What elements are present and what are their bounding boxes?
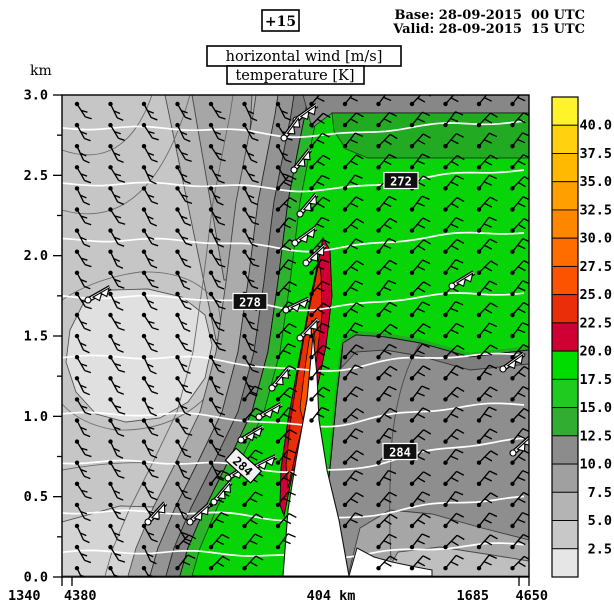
forecast-offset-badge: +15 [261, 9, 300, 32]
colorbar-tick-label: 27.5 [579, 259, 612, 275]
colorbar-tick-label: 25.0 [579, 287, 612, 303]
x-axis-label: 404 km [307, 588, 356, 604]
colorbar-cell [551, 237, 579, 267]
colorbar-tick-label: 20.0 [579, 344, 612, 360]
chart-subtitle-box: temperature [K] [226, 65, 365, 85]
isotherm-label: 272 [383, 171, 419, 190]
isotherm-line [62, 402, 525, 428]
chart-title: horizontal wind [m/s] [226, 49, 383, 65]
y-tick-label: 0.5 [24, 489, 48, 505]
chart-subtitle: temperature [K] [235, 68, 354, 84]
colorbar-cell [551, 153, 579, 183]
x-axis-label: 1340 [8, 588, 41, 604]
colorbar: 40.0 37.5 35.0 32.5 30.0 27.5 25.0 22.5 20.0 17.5… [551, 96, 612, 578]
region-light-blob [65, 288, 213, 423]
x-axis-label: 4650 [515, 588, 548, 604]
isotherm-label-box [383, 171, 419, 190]
y-axis-unit: km [30, 63, 52, 79]
y-tick-label: 3.0 [24, 88, 48, 104]
axes-ticks [53, 94, 530, 586]
valid-time: Valid: 28-09-2015 15 UTC [392, 22, 585, 37]
isotherm-label-text: 284 [389, 446, 411, 460]
y-axis-labels: 3.0 2.5 2.0 1.5 1.0 0.5 0.0 [24, 88, 48, 586]
region-gray-band [179, 95, 321, 577]
isotherm-label-box [232, 292, 268, 311]
contour-line [62, 95, 191, 215]
contour-line [389, 342, 421, 561]
colorbar-tick-label: 22.5 [579, 315, 612, 331]
colorbar-tick-label: 10.0 [579, 457, 612, 473]
isotherm-label-box [224, 447, 263, 484]
contour-line [62, 95, 153, 156]
colorbar-tick-label: 30.0 [579, 231, 612, 247]
colorbar-cell [551, 322, 579, 352]
colorbar-tick-label: 15.0 [579, 400, 612, 416]
isotherm-label-text: 272 [390, 175, 412, 189]
isotherm-label-text: 278 [239, 296, 261, 310]
y-tick-label: 2.0 [24, 248, 48, 264]
colorbar-cell [551, 265, 579, 296]
colorbar-cell [551, 96, 579, 126]
x-axis-labels: 1340 4380 404 km 1685 4650 [8, 588, 548, 604]
colorbar-cell [551, 491, 579, 521]
isotherm-line [62, 169, 525, 193]
isotherm-label-box [382, 442, 418, 461]
colorbar-cell [551, 181, 579, 211]
colorbar-tick-label: 32.5 [579, 202, 612, 218]
base-time: Base: 28-09-2015 00 UTC [394, 8, 585, 23]
colorbar-cell [551, 294, 579, 324]
y-tick-label: 1.5 [24, 328, 48, 344]
colorbar-cell [551, 520, 579, 550]
contour-line [104, 95, 234, 577]
chart-title-box: horizontal wind [m/s] [206, 45, 402, 67]
x-axis-label: 1685 [456, 588, 489, 604]
colorbar-cell [551, 435, 579, 465]
colorbar-cell [551, 124, 579, 154]
y-tick-label: 1.0 [24, 409, 48, 425]
y-tick-label: 2.5 [24, 168, 48, 184]
colorbar-cell [551, 350, 579, 380]
colorbar-tick-label: 5.0 [588, 513, 612, 529]
isotherm-line [62, 437, 525, 473]
colorbar-tick-label: 35.0 [579, 174, 612, 190]
colorbar-cell [551, 209, 579, 239]
y-tick-label: 0.0 [24, 569, 48, 585]
isotherm-line [62, 231, 525, 253]
isotherm-label: 284 [382, 442, 418, 461]
colorbar-tick-label: 37.5 [579, 146, 612, 162]
colorbar-tick-label: 17.5 [579, 372, 612, 388]
colorbar-tick-label: 40.0 [579, 118, 612, 134]
x-axis-label: 4380 [64, 588, 97, 604]
colorbar-tick-label: 2.5 [588, 541, 612, 557]
colorbar-cell [551, 463, 579, 493]
colorbar-frame [551, 96, 579, 578]
colorbar-tick-label: 12.5 [579, 428, 612, 444]
isotherm-label: 278 [232, 292, 268, 311]
colorbar-tick-label: 7.5 [588, 485, 612, 501]
colorbar-cell [551, 378, 579, 409]
colorbar-cell [551, 548, 579, 578]
forecast-offset-label: +15 [265, 14, 296, 30]
colorbar-cell [551, 407, 579, 437]
